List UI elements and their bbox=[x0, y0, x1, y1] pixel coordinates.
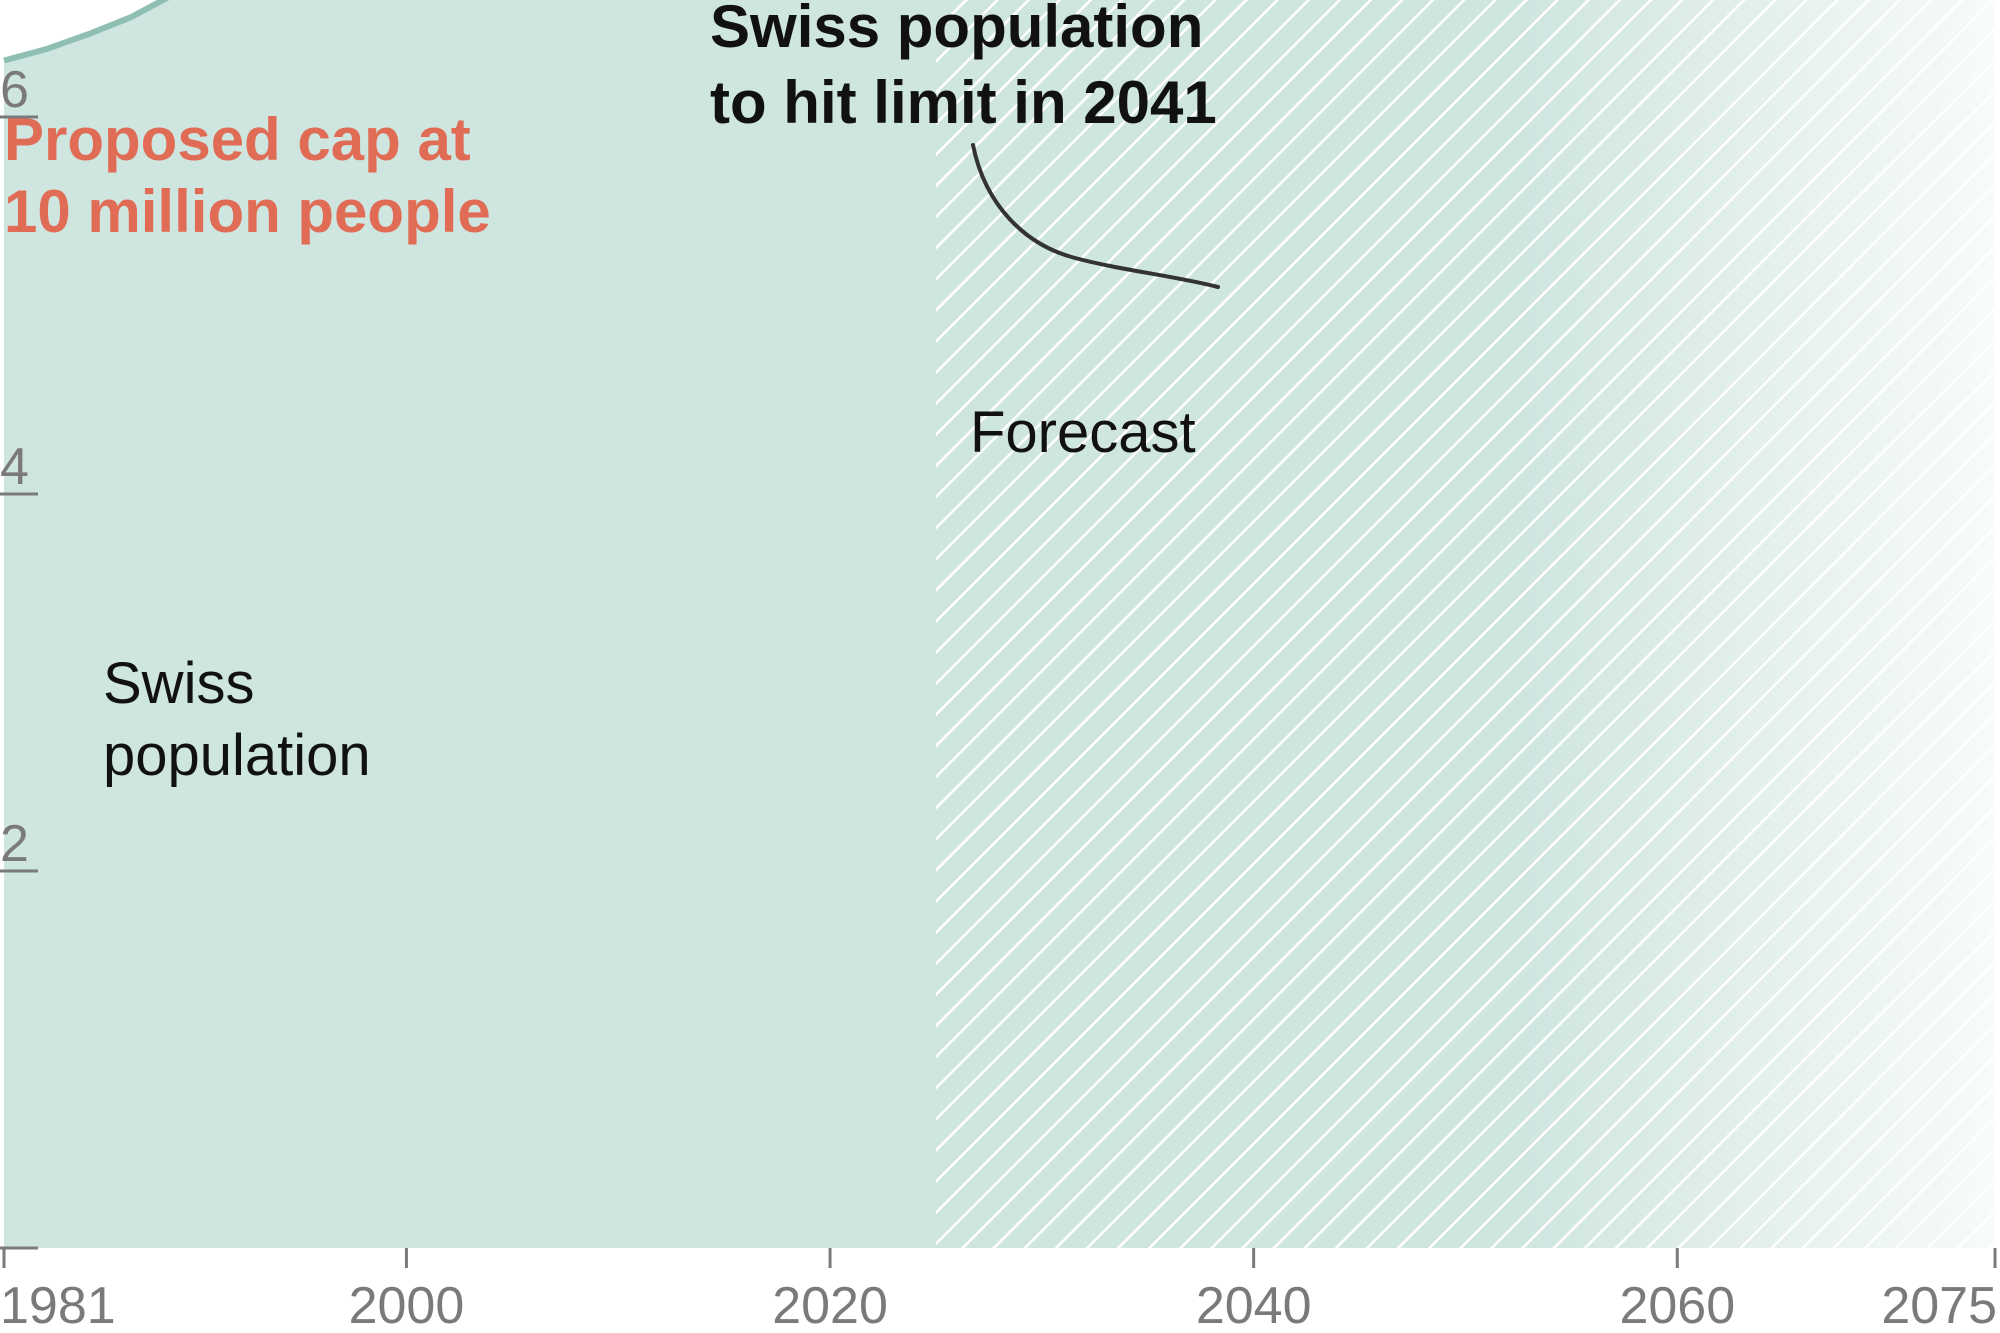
x-tick-label: 2075 bbox=[1881, 1277, 1997, 1333]
x-tick-label: 2040 bbox=[1196, 1277, 1312, 1333]
forecast-fade bbox=[935, 0, 1997, 1248]
crossing-annotation-line-2: to hit limit in 2041 bbox=[710, 69, 1217, 136]
x-ticks: 1981 2000 2020 2040 2060 2075 bbox=[0, 1248, 1997, 1333]
y-ticks: 2468 bbox=[0, 61, 38, 1250]
cap-label-line-2: 10 million people bbox=[4, 178, 491, 245]
area-layer bbox=[4, 0, 1997, 1248]
forecast-label: Forecast bbox=[970, 400, 1196, 465]
y-tick-label: 2 bbox=[0, 815, 29, 873]
area-label-line-2: population bbox=[103, 723, 371, 788]
area-label-line-1: Swiss bbox=[103, 651, 254, 716]
x-tick-label: 2020 bbox=[772, 1277, 888, 1333]
area-actual bbox=[4, 0, 936, 1248]
x-tick-label: 2060 bbox=[1619, 1277, 1735, 1333]
y-tick-label: 4 bbox=[0, 438, 29, 496]
cap-label-line-1: Proposed cap at bbox=[4, 106, 471, 173]
annotation-pointer bbox=[971, 143, 1220, 289]
x-tick-label: 1981 bbox=[0, 1277, 116, 1333]
x-tick-label: 2000 bbox=[349, 1277, 465, 1333]
crossing-annotation-line-1: Swiss population bbox=[710, 0, 1203, 60]
y-tick-label: 6 bbox=[0, 61, 29, 119]
